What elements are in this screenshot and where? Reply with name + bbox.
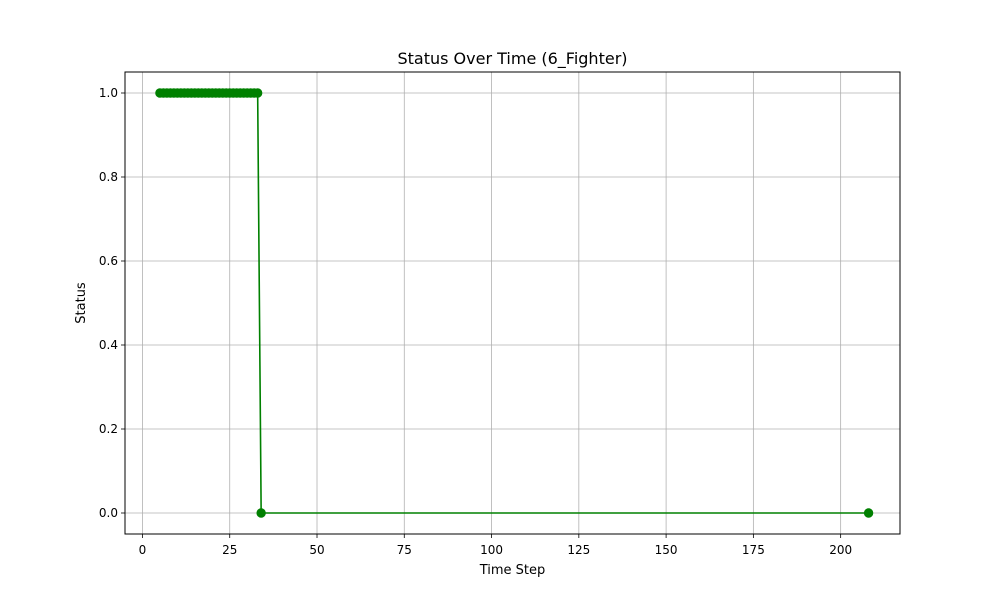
x-tick-label: 0 [139,543,147,557]
data-point [863,508,874,518]
data-point [256,508,266,518]
plot-frame [124,71,901,535]
y-tick-label: 0.0 [99,506,118,520]
y-tick-label: 0.6 [99,254,118,268]
x-tick-label: 25 [222,543,237,557]
x-tick-label: 200 [829,543,852,557]
x-tick-label: 125 [567,543,590,557]
chart-title: Status Over Time (6_Fighter) [397,49,627,69]
x-axis-label: Time Step [479,563,546,578]
x-tick-label: 75 [397,543,412,557]
axis-ticks: 0 25 50 75 100 125 150 175 200 0.0 0.2 0.4 0.6 0.8 1.0 [99,86,852,557]
y-tick-label: 0.2 [99,422,118,436]
x-tick-label: 50 [309,543,324,557]
y-tick-label: 1.0 [99,86,118,100]
y-tick-label: 0.4 [99,338,118,352]
x-tick-label: 100 [480,543,503,557]
series-layer [155,88,874,518]
x-tick-label: 175 [742,543,765,557]
data-point [252,88,263,98]
x-tick-label: 150 [655,543,678,557]
y-axis-label: Status [74,282,89,324]
y-tick-label: 0.8 [99,170,118,184]
